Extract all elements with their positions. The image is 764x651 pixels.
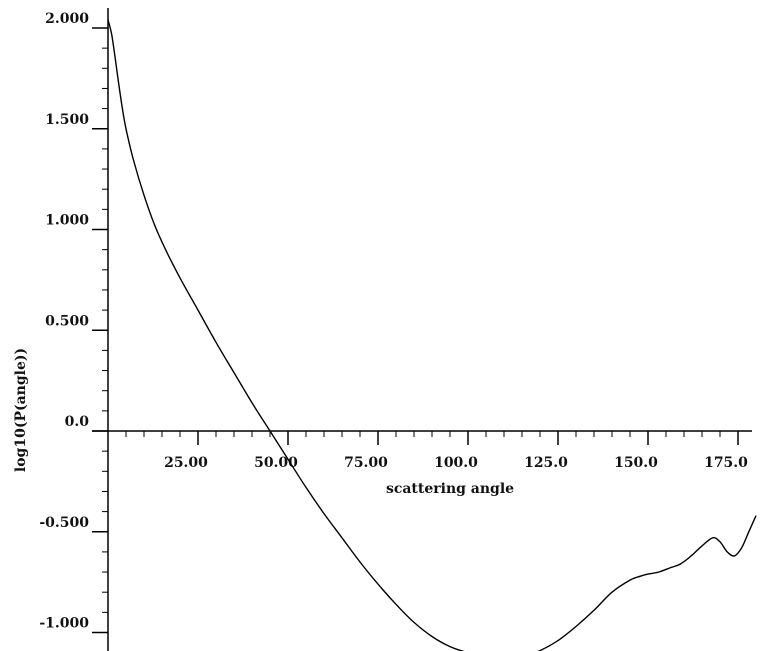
y-tick-label: 0.500: [45, 313, 89, 329]
x-tick-label: 25.00: [164, 455, 208, 471]
x-tick-label: 125.0: [524, 455, 568, 471]
x-tick-label: 100.0: [434, 455, 478, 471]
x-tick-group: 25.00 50.00 75.00 100.0 125.0 150.0 175.0: [164, 431, 748, 471]
y-tick-label: 1.000: [45, 213, 89, 229]
minor-ticks: [102, 47, 721, 613]
y-tick-label: -0.500: [39, 515, 89, 531]
y-tick-label: -1.000: [39, 616, 89, 632]
x-tick-label: 175.0: [704, 455, 748, 471]
y-axis-label: log10(P(angle)): [13, 348, 29, 472]
y-tick-label: 2.000: [45, 11, 89, 27]
series-line-0: [107, 19, 757, 651]
y-tick-label: 1.500: [45, 112, 89, 128]
y-tick-group: 2.000 1.500 1.000 0.500 0.0 -0.500 -1.000: [39, 11, 108, 634]
y-tick-label: 0.0: [65, 414, 90, 430]
x-axis-label: scattering angle: [386, 481, 514, 497]
x-tick-label: 50.00: [254, 455, 298, 471]
x-tick-label: 150.0: [614, 455, 658, 471]
x-tick-label: 75.00: [344, 455, 388, 471]
series-group: [107, 19, 757, 651]
